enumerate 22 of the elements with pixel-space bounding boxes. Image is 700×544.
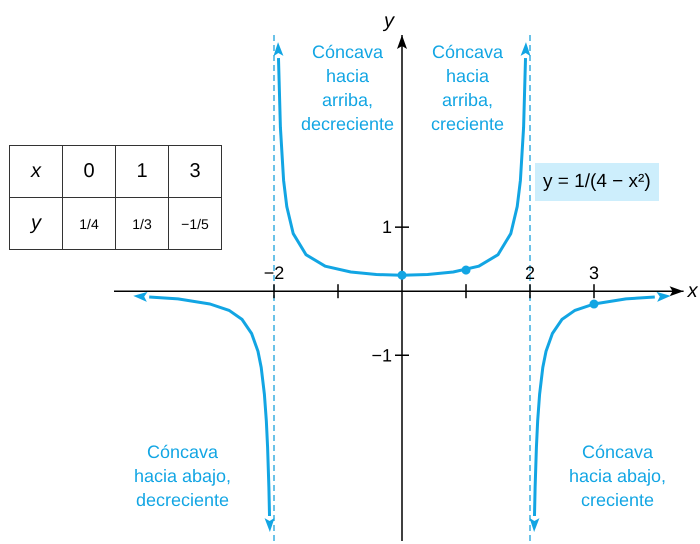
annotation: −1/5 [168,198,222,250]
annotation: Cóncava hacia abajo, decreciente [132,441,232,512]
y-tick-label: −1 [371,345,392,366]
x-tick-label: −2 [264,263,284,284]
annotation: Cóncava hacia abajo, creciente [568,441,668,512]
x-tick-label: 2 [524,263,536,284]
x-axis-title: x [686,280,699,302]
text: 1/4 [62,198,116,250]
y-axis-title: y [382,10,395,32]
text: y [10,198,62,250]
text: x [10,146,62,198]
annotation: y = 1/(4 − x²) [535,163,659,201]
point [589,300,599,309]
annotation: 3 [168,146,222,198]
annotation: Cóncava hacia arriba, creciente [430,41,506,136]
text: 0 [62,146,116,198]
annotation: 1/3 [116,198,168,250]
annotation: 1 [116,146,168,198]
point [397,270,407,280]
x-tick-label: 3 [588,263,600,284]
point [461,266,471,275]
annotation: Cóncava hacia arriba, decreciente [300,41,396,136]
